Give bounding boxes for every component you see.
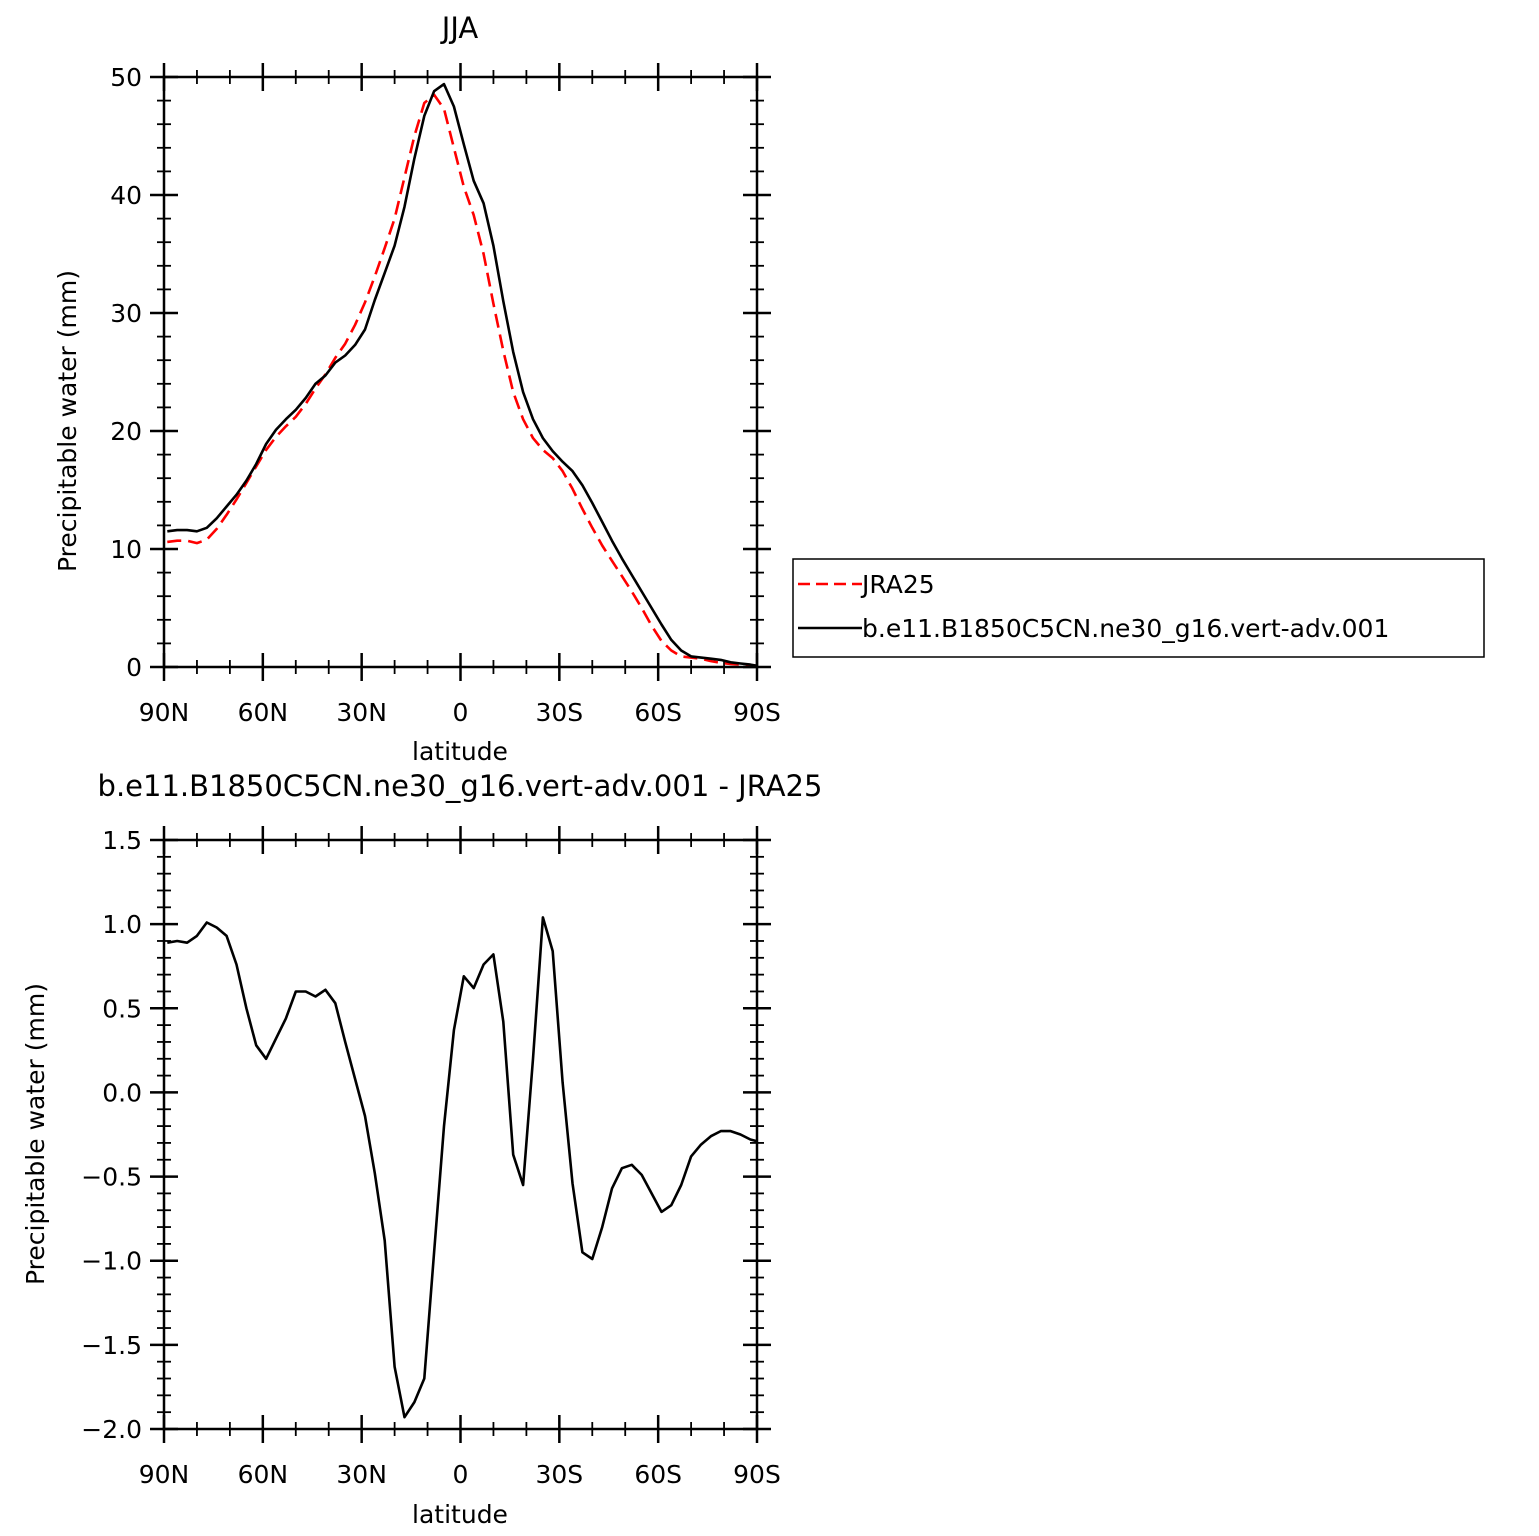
bot-x-tick-label: 90S bbox=[733, 1460, 781, 1489]
bot-y-tick-label: −0.5 bbox=[81, 1163, 142, 1192]
bottom-plot-frame bbox=[162, 838, 759, 1431]
top-plot-frame bbox=[162, 75, 759, 669]
top-x-tick-label: 60N bbox=[238, 698, 289, 727]
top-y-axis-label: Precipitable water (mm) bbox=[53, 270, 82, 572]
bot-series-line-0 bbox=[167, 916, 758, 1419]
bot-y-tick-label: 1.0 bbox=[102, 910, 142, 939]
top-x-tick-label: 90S bbox=[733, 698, 781, 727]
bot-y-tick-label: 1.5 bbox=[102, 826, 142, 855]
bot-x-tick-label: 30S bbox=[535, 1460, 583, 1489]
bottom-x-tick-labels: 90N 60N 30N 0 30S 60S 90S bbox=[139, 1460, 781, 1489]
legend-label-jra25: JRA25 bbox=[860, 570, 935, 599]
top-y-tick-label: 40 bbox=[110, 181, 142, 210]
bot-y-tick-label: 0.0 bbox=[102, 1078, 142, 1107]
bot-x-tick-label: 0 bbox=[453, 1460, 469, 1489]
bottom-y-tick-labels: −2.0 −1.5 −1.0 −0.5 0.0 0.5 1.0 1.5 bbox=[81, 826, 142, 1444]
top-y-tick-label: 0 bbox=[126, 653, 142, 682]
legend-label-model: b.e11.B1850C5CN.ne30_g16.vert-adv.001 bbox=[862, 614, 1389, 643]
bot-y-tick-label: −2.0 bbox=[81, 1415, 142, 1444]
bot-y-tick-label: 0.5 bbox=[102, 994, 142, 1023]
top-series-line-0 bbox=[167, 93, 758, 668]
top-chart-title: JJA bbox=[440, 11, 479, 45]
bot-y-tick-label: −1.5 bbox=[81, 1331, 142, 1360]
bottom-tick-marks bbox=[150, 826, 771, 1443]
legend-box bbox=[792, 558, 1485, 658]
top-series-group bbox=[167, 82, 758, 668]
top-y-tick-label: 10 bbox=[110, 535, 142, 564]
bottom-chart-title: b.e11.B1850C5CN.ne30_g16.vert-adv.001 - … bbox=[98, 769, 823, 803]
bottom-x-axis-label: latitude bbox=[412, 1500, 508, 1529]
top-x-tick-label: 30N bbox=[336, 698, 387, 727]
bottom-panel: b.e11.B1850C5CN.ne30_g16.vert-adv.001 - … bbox=[21, 769, 822, 1529]
top-y-tick-label: 20 bbox=[110, 417, 142, 446]
top-x-tick-label: 30S bbox=[535, 698, 583, 727]
top-x-tick-labels: 90N 60N 30N 0 30S 60S 90S bbox=[139, 698, 781, 727]
top-y-tick-label: 50 bbox=[110, 63, 142, 92]
top-panel: JJA 0 10 20 30 40 50 90N 60N 30N 0 30S 60S 90S lati… bbox=[53, 11, 781, 766]
bottom-y-axis-label: Precipitable water (mm) bbox=[21, 983, 50, 1285]
bottom-series-group bbox=[167, 916, 758, 1419]
top-x-tick-label: 90N bbox=[139, 698, 190, 727]
bot-x-tick-label: 60S bbox=[634, 1460, 682, 1489]
top-x-axis-label: latitude bbox=[412, 737, 508, 766]
legend: JRA25 b.e11.B1850C5CN.ne30_g16.vert-adv.… bbox=[792, 558, 1485, 658]
top-y-tick-label: 30 bbox=[110, 299, 142, 328]
top-tick-marks bbox=[150, 63, 771, 681]
top-series-line-1 bbox=[167, 82, 758, 668]
bot-x-tick-label: 60N bbox=[238, 1460, 289, 1489]
bot-x-tick-label: 90N bbox=[139, 1460, 190, 1489]
top-x-tick-label: 0 bbox=[453, 698, 469, 727]
top-y-tick-labels: 0 10 20 30 40 50 bbox=[110, 63, 142, 682]
bot-y-tick-label: −1.0 bbox=[81, 1247, 142, 1276]
bot-x-tick-label: 30N bbox=[336, 1460, 387, 1489]
top-x-tick-label: 60S bbox=[634, 698, 682, 727]
